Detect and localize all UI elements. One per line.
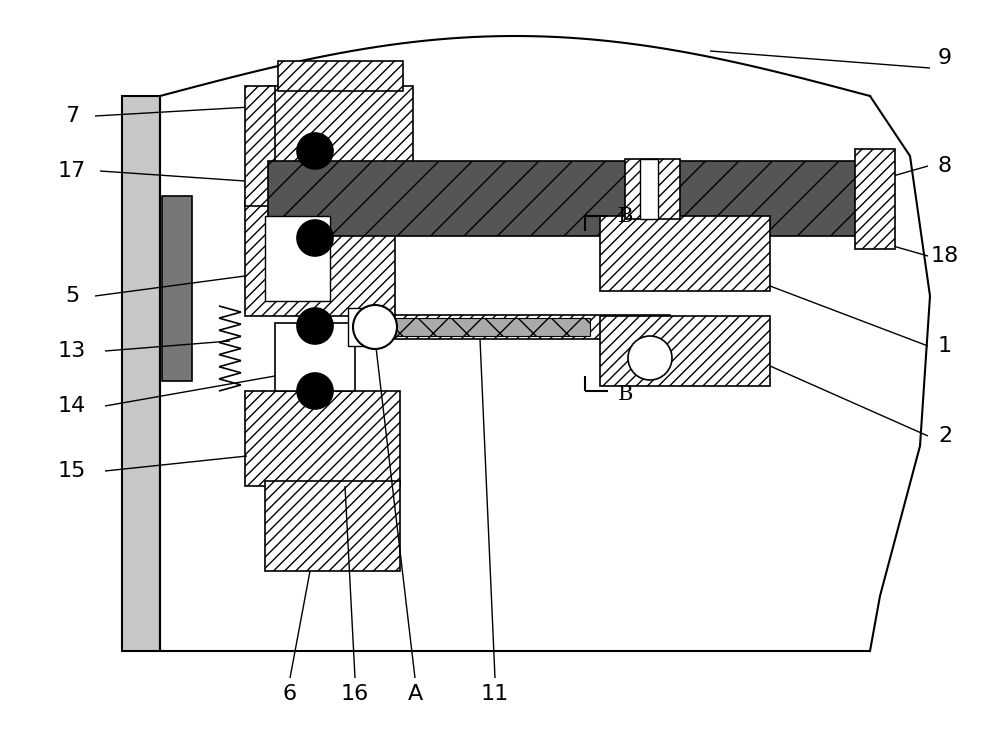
Bar	[268, 161, 858, 236]
Text: 5: 5	[65, 286, 79, 306]
Text: A: A	[407, 684, 423, 704]
Bar	[370, 315, 670, 339]
Bar	[275, 323, 355, 391]
Text: 1: 1	[938, 336, 952, 356]
Circle shape	[297, 220, 333, 256]
Bar	[348, 308, 370, 346]
Polygon shape	[870, 96, 930, 651]
Bar	[265, 216, 330, 301]
Bar	[245, 201, 395, 316]
Text: B: B	[618, 207, 633, 225]
Circle shape	[628, 336, 672, 380]
Bar	[278, 61, 403, 91]
Circle shape	[297, 308, 333, 344]
Text: 11: 11	[481, 684, 509, 704]
Bar	[268, 86, 413, 166]
Bar	[245, 391, 400, 486]
Text: 16: 16	[341, 684, 369, 704]
Text: 17: 17	[58, 161, 86, 181]
Text: 6: 6	[283, 684, 297, 704]
Text: 7: 7	[65, 106, 79, 126]
Bar	[600, 316, 770, 386]
Circle shape	[297, 373, 333, 409]
Circle shape	[353, 305, 397, 349]
Bar	[855, 149, 895, 249]
Bar	[600, 216, 770, 291]
Text: 2: 2	[938, 426, 952, 446]
Text: 15: 15	[58, 461, 86, 481]
Text: 14: 14	[58, 396, 86, 416]
Bar	[265, 481, 400, 571]
Text: 18: 18	[931, 246, 959, 266]
Text: 8: 8	[938, 156, 952, 176]
Circle shape	[297, 133, 333, 169]
Text: 9: 9	[938, 48, 952, 68]
Text: B: B	[618, 384, 633, 404]
Text: 13: 13	[58, 341, 86, 361]
Bar	[245, 86, 275, 206]
Bar	[162, 196, 192, 381]
Bar	[390, 318, 590, 336]
Polygon shape	[160, 96, 870, 651]
Bar	[122, 96, 160, 651]
Bar	[640, 159, 658, 219]
Bar	[625, 159, 680, 219]
Bar	[268, 161, 858, 236]
